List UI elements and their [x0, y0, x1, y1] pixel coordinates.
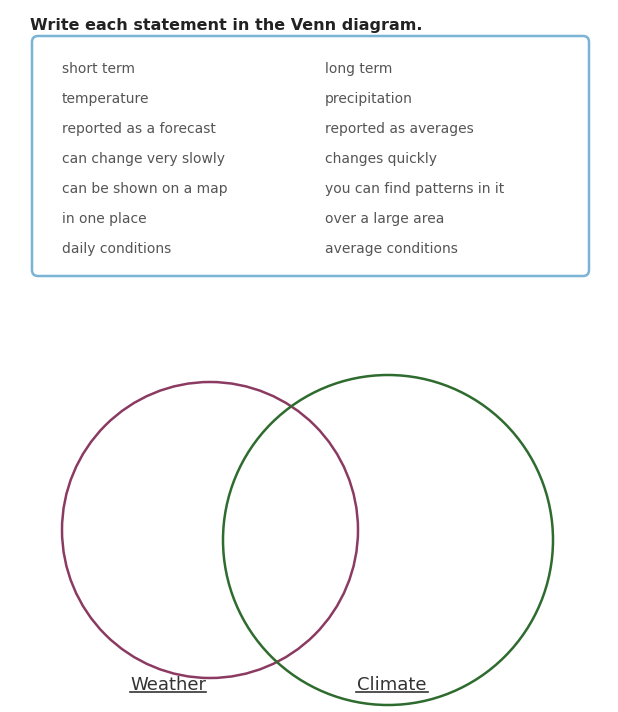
- Text: short term: short term: [62, 62, 135, 76]
- Text: reported as averages: reported as averages: [325, 122, 474, 136]
- FancyBboxPatch shape: [32, 36, 589, 276]
- Text: you can find patterns in it: you can find patterns in it: [325, 182, 504, 196]
- Text: precipitation: precipitation: [325, 92, 413, 106]
- Text: average conditions: average conditions: [325, 242, 458, 256]
- Text: Write each statement in the Venn diagram.: Write each statement in the Venn diagram…: [30, 18, 423, 33]
- Text: daily conditions: daily conditions: [62, 242, 171, 256]
- Text: changes quickly: changes quickly: [325, 152, 437, 166]
- Text: Climate: Climate: [357, 676, 427, 694]
- Text: can change very slowly: can change very slowly: [62, 152, 225, 166]
- Text: Weather: Weather: [130, 676, 206, 694]
- Text: in one place: in one place: [62, 212, 146, 226]
- Text: temperature: temperature: [62, 92, 150, 106]
- Text: can be shown on a map: can be shown on a map: [62, 182, 227, 196]
- Text: reported as a forecast: reported as a forecast: [62, 122, 216, 136]
- Text: over a large area: over a large area: [325, 212, 444, 226]
- Text: long term: long term: [325, 62, 392, 76]
